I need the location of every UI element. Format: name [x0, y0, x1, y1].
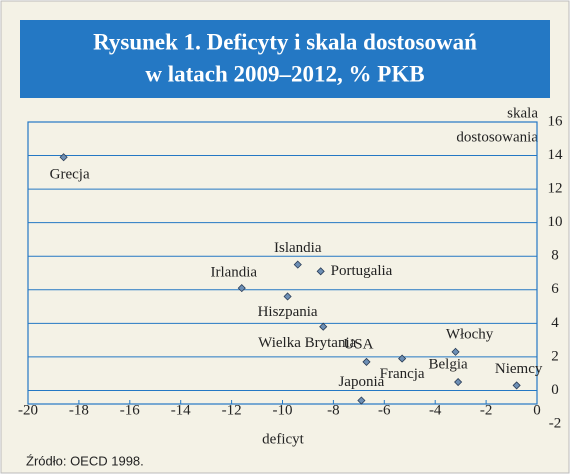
point [59, 153, 68, 162]
point [512, 381, 521, 390]
y-tick-label: 8 [551, 248, 559, 264]
point-label: Irlandia [210, 265, 257, 281]
point-label: Niemcy [495, 361, 543, 377]
point-label: Islandia [274, 240, 322, 256]
point [283, 292, 292, 301]
y-tick-label: 14 [548, 147, 564, 163]
y-tick-label: 0 [551, 382, 559, 398]
point [454, 377, 463, 387]
x-tick-label: -14 [171, 402, 191, 418]
y-tick-label: 2 [551, 348, 559, 364]
y-axis-title: skala [507, 105, 538, 121]
point-label: Wielka Brytania [258, 335, 356, 351]
point [357, 396, 366, 405]
source: Źródło: OECD 1998. [26, 453, 144, 468]
point [398, 354, 407, 363]
point-label: USA [343, 336, 373, 352]
point-label: Hiszpania [258, 304, 318, 320]
x-tick-label: -12 [222, 402, 242, 418]
point-label: Grecja [50, 167, 90, 183]
point-label: Japonia [338, 374, 384, 390]
x-tick-label: -20 [18, 402, 38, 418]
point [451, 347, 460, 356]
y-tick-label: -2 [549, 415, 562, 431]
point [293, 260, 302, 269]
x-tick-label: -2 [480, 402, 493, 418]
y-tick-label: 6 [551, 281, 559, 297]
point [237, 284, 246, 293]
point-label: Belgia [429, 356, 468, 372]
x-tick-label: -8 [327, 402, 340, 418]
point-label: Francja [380, 366, 425, 382]
x-tick-label: -10 [273, 402, 293, 418]
point-label: Portugalia [331, 263, 393, 279]
x-tick-label: -16 [120, 402, 140, 418]
x-tick-label: -18 [69, 402, 89, 418]
y-axis-title: dostosowania [456, 129, 538, 145]
x-tick-label: -6 [378, 402, 391, 418]
title-banner [20, 20, 550, 98]
chart-title: Rysunek 1. Deficyty i skala dostosowań [93, 29, 477, 54]
y-tick-label: 12 [548, 181, 563, 197]
y-tick-label: 4 [551, 315, 559, 331]
x-axis-title: deficyt [262, 431, 304, 447]
point-label: Włochy [446, 326, 494, 342]
x-tick-label: -4 [429, 402, 442, 418]
y-tick-label: 16 [548, 113, 564, 129]
point [316, 267, 325, 276]
chart-title: w latach 2009–2012, % PKB [145, 61, 424, 86]
point [362, 357, 371, 366]
y-tick-label: 10 [548, 214, 563, 230]
point [319, 322, 328, 331]
x-tick-label: 0 [533, 402, 541, 418]
